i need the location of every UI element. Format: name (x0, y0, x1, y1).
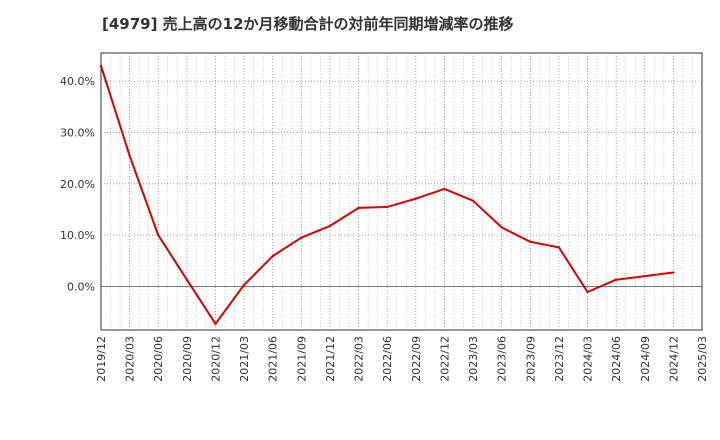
data-point (271, 254, 274, 258)
x-tick-label: 2022/12 (438, 336, 451, 382)
y-tick-label: 40.0% (60, 75, 95, 88)
x-tick-label: 2021/06 (267, 336, 280, 382)
x-tick-label: 2020/03 (124, 336, 137, 382)
data-point (471, 199, 475, 202)
x-tick-label: 2024/03 (582, 336, 595, 382)
x-tick-label: 2024/09 (639, 336, 652, 382)
data-point (185, 278, 189, 281)
series-group (99, 64, 675, 326)
data-point (242, 283, 246, 287)
data-point (614, 278, 618, 281)
x-tick-label: 2022/06 (381, 336, 394, 382)
data-point (214, 322, 217, 326)
plot-area (100, 52, 703, 331)
x-tick-label: 2025/03 (696, 336, 709, 382)
y-tick-label: 0.0% (67, 280, 95, 293)
data-point (557, 246, 561, 249)
data-point (500, 226, 503, 229)
y-tick-label: 10.0% (60, 229, 95, 242)
x-tick-label: 2023/09 (524, 336, 537, 382)
x-tick-label: 2022/03 (353, 336, 366, 382)
x-tick-label: 2024/12 (667, 336, 680, 382)
grid (101, 53, 702, 330)
x-tick-label: 2020/12 (209, 336, 222, 382)
data-point (300, 236, 303, 239)
data-point (99, 64, 103, 68)
x-tick-label: 2021/09 (295, 336, 308, 382)
x-tick-label: 2019/12 (95, 336, 108, 382)
x-axis-ticks: 2019/12 2020/03 2020/06 2020/09 2020/12 2021/… (95, 336, 709, 382)
x-tick-label: 2023/03 (467, 336, 480, 382)
y-tick-label: 20.0% (60, 178, 95, 191)
data-point (385, 205, 389, 209)
data-point (529, 240, 532, 243)
x-tick-label: 2024/06 (610, 336, 623, 382)
data-point (128, 154, 131, 157)
y-tick-label: 30.0% (60, 127, 95, 140)
x-tick-label: 2022/09 (410, 336, 423, 382)
chart-title: [4979] 売上高の12か月移動合計の対前年同期増減率の推移 (102, 15, 514, 33)
data-point (357, 206, 360, 210)
x-tick-label: 2021/12 (324, 336, 337, 382)
data-point (586, 290, 589, 294)
x-tick-label: 2023/06 (496, 336, 509, 382)
x-tick-label: 2023/12 (553, 336, 566, 382)
y-axis-ticks: 0.0% 10.0% 20.0% 30.0% 40.0% (60, 75, 95, 293)
x-tick-label: 2021/03 (238, 336, 251, 382)
data-point (643, 274, 646, 278)
x-tick-label: 2020/09 (181, 336, 194, 382)
data-point (414, 197, 418, 200)
data-point (672, 271, 675, 274)
x-tick-label: 2020/06 (152, 336, 165, 382)
data-point (443, 187, 446, 191)
data-point (157, 233, 160, 237)
data-point (328, 224, 332, 228)
